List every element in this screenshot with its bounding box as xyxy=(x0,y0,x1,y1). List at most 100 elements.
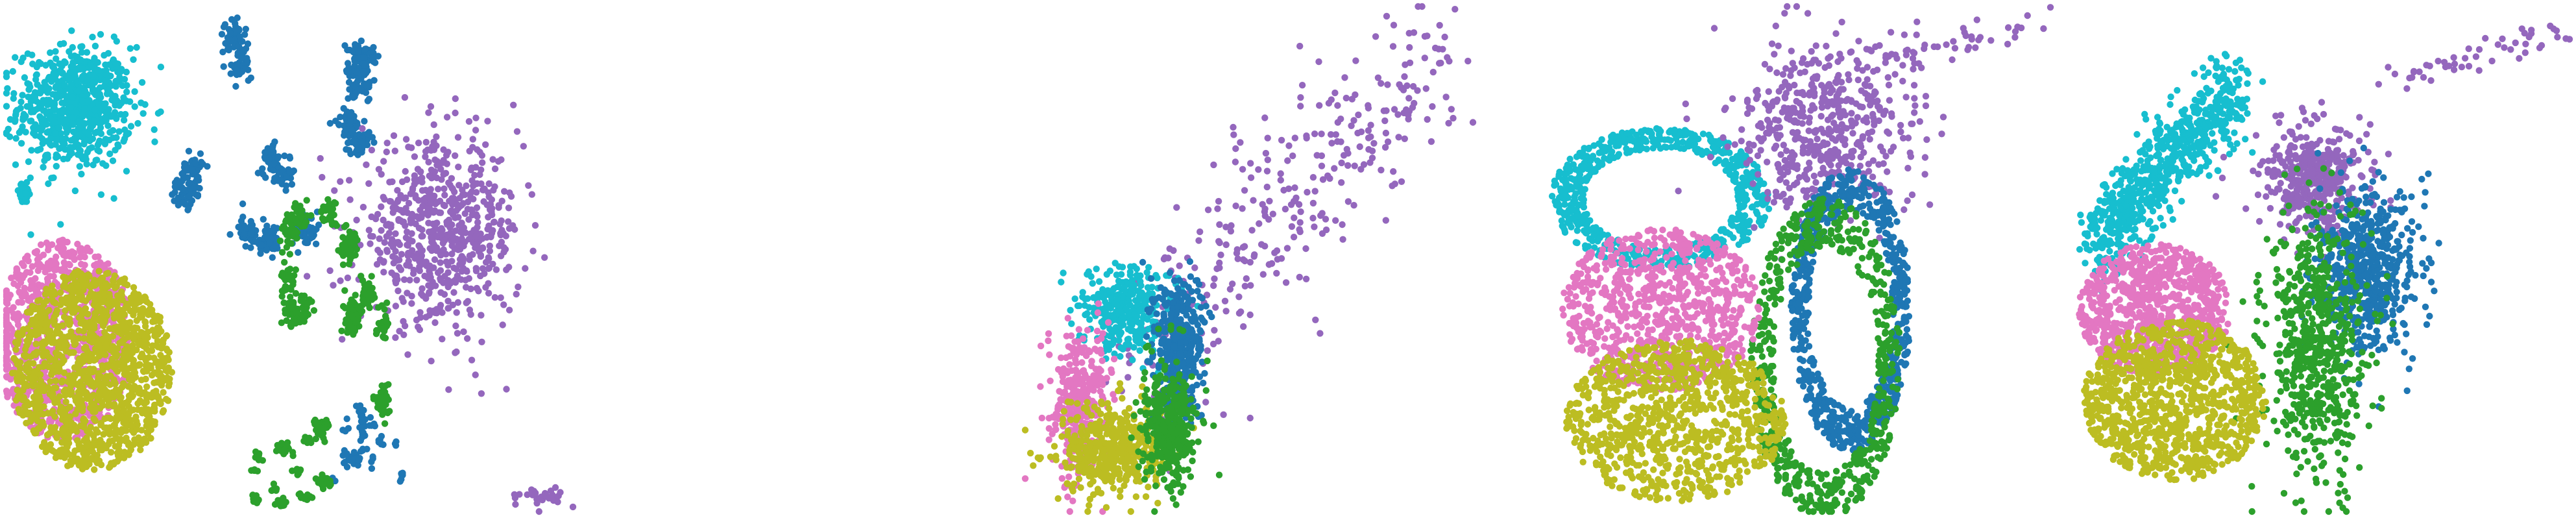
scatter-point-blue xyxy=(218,31,226,38)
scatter-point-cyan xyxy=(38,135,46,142)
scatter-point-purple xyxy=(374,210,382,218)
scatter-point-green xyxy=(361,285,369,293)
scatter-point-cyan xyxy=(48,135,55,142)
scatter-point-green xyxy=(335,247,342,254)
scatter-point-purple xyxy=(1239,205,1246,212)
scatter-point-purple xyxy=(400,331,407,338)
scatter-point-purple xyxy=(478,166,485,173)
scatter-point-cyan xyxy=(3,103,10,110)
scatter-point-olive xyxy=(160,407,167,414)
scatter-point-purple xyxy=(1264,156,1272,164)
scatter-point-purple xyxy=(395,287,402,295)
scatter-point-purple xyxy=(512,500,519,508)
scatter-point-olive xyxy=(58,378,66,386)
scatter-point-cyan xyxy=(84,149,91,156)
scatter-point-olive xyxy=(118,330,125,338)
scatter-point-pink xyxy=(3,346,10,354)
scatter-point-purple xyxy=(448,251,456,258)
scatter-point-cyan xyxy=(97,129,104,136)
scatter-point-purple xyxy=(414,166,422,173)
scatter-point-pink xyxy=(28,281,35,289)
scatter-point-blue xyxy=(358,37,365,45)
scatter-point-purple xyxy=(499,321,506,328)
scatter-point-cyan xyxy=(62,135,69,142)
scatter-point-cyan xyxy=(10,95,17,102)
scatter-point-purple xyxy=(319,173,326,181)
scatter-point-green xyxy=(284,310,291,317)
scatter-point-purple xyxy=(452,152,459,159)
scatter-point-purple xyxy=(426,172,433,180)
scatter-point-cyan xyxy=(114,141,121,148)
scatter-point-green xyxy=(291,203,299,210)
scatter-point-blue xyxy=(234,43,242,51)
scatter-point-purple xyxy=(375,166,383,173)
scatter-point-purple xyxy=(463,268,470,275)
scatter-point-blue xyxy=(354,69,361,76)
scatter-point-purple xyxy=(378,227,385,234)
scatter-point-purple xyxy=(1309,199,1317,207)
scatter-point-olive xyxy=(160,389,167,396)
scatter-point-olive xyxy=(119,380,127,387)
scatter-point-cyan xyxy=(32,71,40,79)
scatter-point-green xyxy=(380,327,388,335)
scatter-point-purple xyxy=(1380,107,1387,114)
scatter-point-olive xyxy=(155,326,162,333)
scatter-point-pink xyxy=(91,253,99,260)
scatter-point-purple xyxy=(393,205,400,212)
scatter-point-olive xyxy=(125,439,132,447)
scatter-point-purple xyxy=(453,348,460,356)
scatter-point-purple xyxy=(1296,273,1304,281)
scatter-point-green xyxy=(285,300,292,307)
scatter-point-cyan xyxy=(31,94,38,101)
scatter-point-purple xyxy=(464,335,471,342)
scatter-point-pink xyxy=(36,260,43,267)
scatter-point-olive xyxy=(82,354,89,362)
scatter-point-olive xyxy=(114,415,121,423)
scatter-point-olive xyxy=(125,353,132,361)
scatter-point-cyan xyxy=(55,124,63,132)
scatter-point-cyan xyxy=(85,130,93,138)
scatter-point-purple xyxy=(326,267,334,275)
scatter-point-purple xyxy=(1354,129,1361,137)
scatter-point-purple xyxy=(433,133,440,140)
scatter-point-purple xyxy=(431,319,439,327)
scatter-point-cyan xyxy=(121,110,129,118)
scatter-point-purple xyxy=(425,109,432,116)
scatter-point-purple xyxy=(454,330,461,337)
scatter-point-green xyxy=(293,234,300,241)
scatter-point-purple xyxy=(390,132,398,140)
scatter-point-purple xyxy=(505,218,512,225)
scatter-point-purple xyxy=(480,186,487,193)
scatter-point-cyan xyxy=(67,81,75,88)
scatter-point-cyan xyxy=(88,144,95,151)
scatter-point-purple xyxy=(392,230,399,238)
scatter-point-purple xyxy=(1235,293,1243,301)
scatter-point-purple xyxy=(441,185,448,192)
scatter-point-purple xyxy=(535,508,542,515)
scatter-point-pink xyxy=(43,239,51,247)
scatter-point-blue xyxy=(350,449,358,456)
scatter-point-purple xyxy=(438,176,445,183)
scatter-point-green xyxy=(278,319,286,327)
scatter-point-pink xyxy=(64,238,71,246)
scatter-point-olive xyxy=(114,388,121,395)
scatter-point-purple xyxy=(491,218,498,226)
scatter-point-cyan xyxy=(10,90,18,97)
scatter-point-olive xyxy=(42,291,49,298)
scatter-point-blue xyxy=(220,23,228,31)
scatter-point-olive xyxy=(115,447,123,454)
scatter-point-purple xyxy=(477,251,485,259)
scatter-point-green xyxy=(286,227,293,234)
scatter-point-blue xyxy=(371,139,378,146)
scatter-point-purple xyxy=(386,179,393,186)
scatter-point-purple xyxy=(510,101,517,108)
scatter-point-olive xyxy=(121,371,128,378)
scatter-point-green xyxy=(302,313,309,321)
scatter-point-green xyxy=(288,319,296,326)
scatter-point-cyan xyxy=(53,55,60,62)
scatter-point-purple xyxy=(408,217,415,225)
scatter-point-cyan xyxy=(123,88,130,95)
scatter-point-purple xyxy=(463,182,470,190)
scatter-point-cyan xyxy=(29,60,36,68)
